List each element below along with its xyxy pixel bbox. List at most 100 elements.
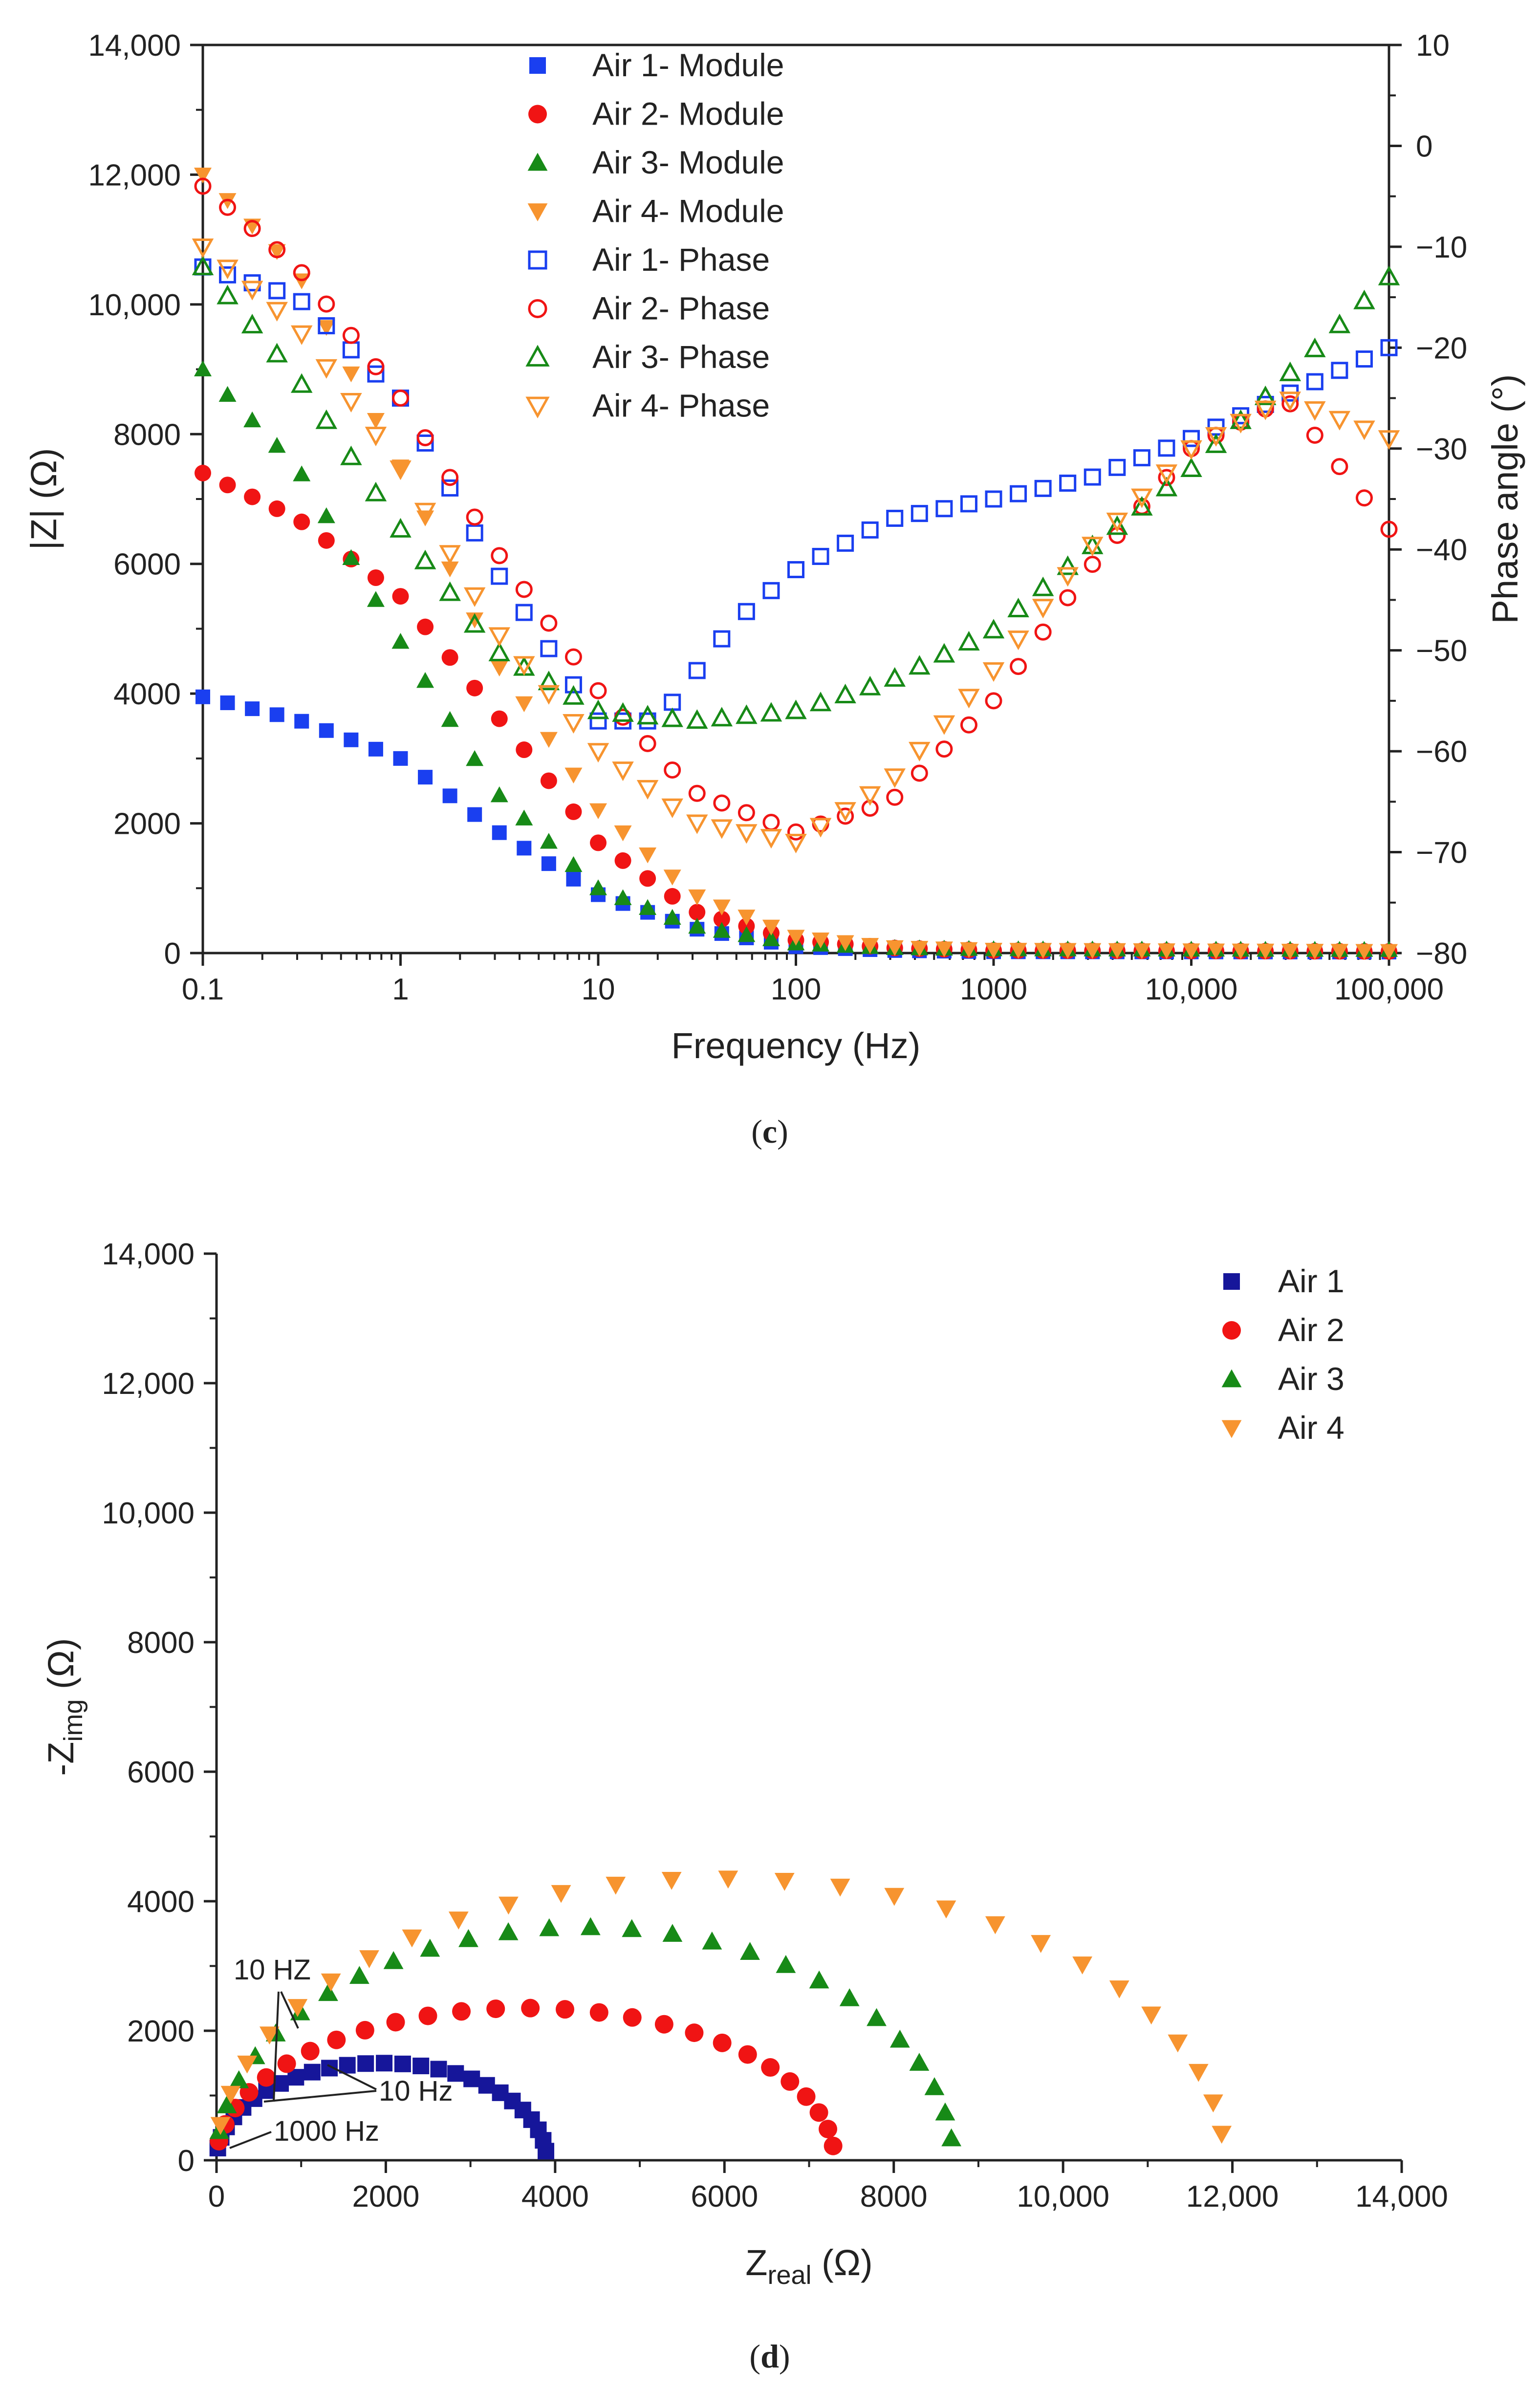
data-point [985,490,1002,508]
data-point [1304,401,1326,421]
data-point [1182,943,1200,959]
data-point [1084,468,1101,486]
data-point [441,711,459,727]
data-point [268,241,286,259]
x-axis-title-d: Zreal (Ω) [745,2242,872,2290]
data-point [563,714,585,734]
data-point [886,509,904,527]
y-tick-label-c: 14,000 [88,29,181,63]
x-tick-label-c: 100 [771,973,821,1006]
legend-label: Air 1- Phase [592,241,770,278]
data-point [268,244,286,260]
data-point [1007,597,1029,618]
data-point [1082,537,1104,557]
data-point [839,1988,860,2006]
data-point [985,1916,1005,1934]
data-point [661,1871,682,1890]
data-point [1254,400,1277,420]
data-point [540,833,558,849]
legend-label: Air 4- Module [592,193,784,229]
data-point [515,581,533,598]
data-point [1133,943,1151,959]
data-point [339,2057,356,2074]
data-point [809,1970,829,1989]
data-point [555,2000,574,2019]
data-point [1168,2034,1188,2053]
data-point [1188,2063,1209,2082]
data-point [359,1950,379,1968]
data-point [318,295,335,313]
data-point [287,1999,308,2017]
data-point [924,2077,945,2095]
data-point [564,648,582,666]
data-point [762,930,780,946]
data-point [194,360,212,376]
data-point [941,2128,962,2147]
data-point [1133,449,1150,467]
data-point [327,2030,346,2049]
data-point [702,1931,722,1950]
legend-label: Air 3- Phase [592,339,770,375]
data-point [1205,433,1227,453]
data-point [217,260,239,280]
x-tick-label-d: 0 [208,2180,225,2214]
data-point [466,750,484,766]
data-point [688,917,706,934]
x-tick-label-d: 4000 [521,2180,589,2214]
data-point [781,2072,800,2091]
legend-label: Air 3- Module [592,144,784,180]
data-point [1355,350,1373,368]
data-point [217,284,239,304]
data-point [711,707,733,727]
data-point [219,198,237,216]
data-point [220,695,235,710]
data-point [589,712,607,730]
data-point [713,899,731,915]
y-tick-label-c: 10,000 [88,288,181,322]
data-point [654,2015,673,2034]
data-point [1106,515,1128,535]
y2-axis-title-c: Phase angle (°) [1485,374,1525,624]
data-point [210,2117,231,2135]
data-point [718,1870,738,1889]
data-point [935,500,953,518]
y2-tick-label-c: −10 [1416,231,1467,264]
data-point [342,326,360,344]
x-tick-label-c: 1000 [960,973,1027,1006]
data-point [418,2006,437,2025]
legend-marker [1223,1273,1240,1290]
data-point [664,761,681,779]
data-point [787,823,804,841]
y-tick-label-d: 0 [178,2144,195,2178]
data-point [340,445,362,465]
data-point [416,434,434,452]
data-point [491,710,508,727]
data-point [442,788,457,804]
data-point [1254,385,1277,405]
data-point [797,2087,816,2106]
data-point [441,649,458,666]
data-point [636,780,659,800]
data-point [317,320,335,336]
data-point [1034,943,1052,959]
data-point [277,2054,296,2073]
data-point [859,675,881,695]
data-point [293,264,310,282]
data-point [623,2008,642,2027]
data-point [458,1929,478,1947]
annotation-arrow [280,1991,299,2029]
y-tick-label-d: 4000 [127,1885,195,1919]
y-tick-label-c: 0 [164,937,181,971]
data-point [985,692,1002,710]
data-point [614,889,632,905]
legend-marker [1221,1369,1242,1388]
data-point [368,741,383,757]
data-point [762,582,780,599]
data-point [268,282,286,300]
data-point [466,679,483,696]
data-point [830,1878,850,1897]
y2-tick-label-c: −20 [1416,331,1467,365]
y2-tick-label-c: 0 [1416,130,1432,163]
data-point [1328,313,1351,333]
data-point [367,365,385,383]
